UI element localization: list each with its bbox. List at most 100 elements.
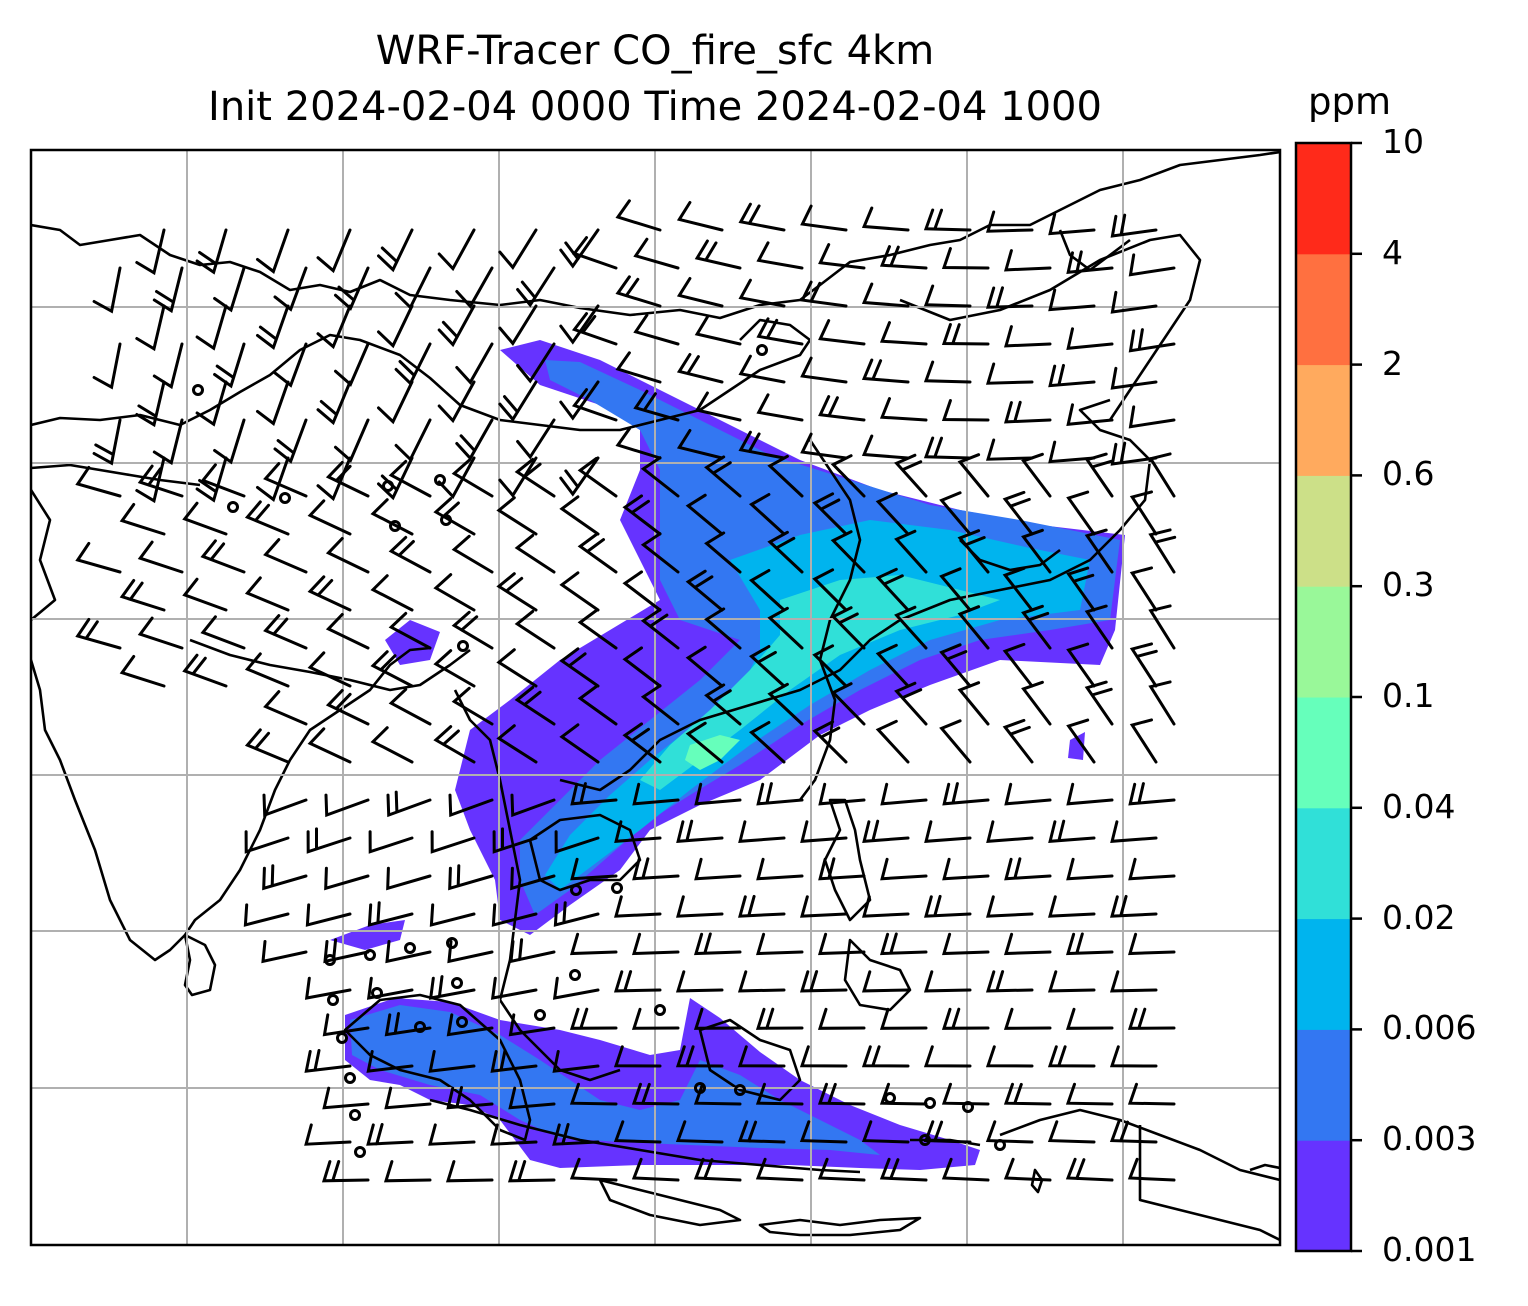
wind-barb (92, 342, 122, 390)
wind-barb (213, 342, 246, 389)
wind-barb (75, 541, 122, 574)
wind-barb (633, 389, 680, 422)
wind-barb (985, 1120, 1034, 1144)
wind-barb (631, 1157, 680, 1182)
wind-barb (756, 857, 804, 881)
wind-barb (941, 1157, 990, 1182)
wind-barb (862, 819, 910, 843)
wind-barb (923, 284, 972, 308)
wind-barb (577, 685, 618, 726)
colorbar-unit-label: ppm (1308, 80, 1392, 123)
wind-barb (324, 793, 370, 818)
wind-barb (748, 493, 786, 536)
wind-barb (1021, 680, 1052, 726)
wind-barb (195, 456, 228, 503)
wind-barb (640, 532, 680, 574)
wind-barb (879, 932, 928, 956)
wind-barb (800, 432, 848, 460)
wind-barb (756, 241, 804, 270)
wind-barb (437, 304, 476, 348)
wind-barb (675, 1120, 724, 1144)
wind-barb (498, 228, 538, 270)
wind-barb (800, 204, 848, 232)
wind-barb (370, 574, 414, 612)
wind-barb (135, 228, 166, 276)
wind-barb (640, 608, 680, 650)
colorbar-tick-label: 0.3 (1382, 565, 1435, 605)
wind-barb (1047, 1045, 1096, 1068)
wind-barb (622, 570, 662, 612)
calm-wind-marker (327, 994, 339, 1006)
wind-barb (316, 228, 352, 274)
calm-wind-marker (349, 1109, 361, 1121)
wind-barb (152, 342, 184, 390)
wind-barb (1148, 528, 1177, 574)
calm-wind-marker (654, 1004, 666, 1016)
wind-barb (273, 342, 308, 388)
wind-barb (923, 970, 972, 993)
wind-barb (818, 243, 866, 270)
wind-barb (370, 726, 414, 764)
wind-barb (433, 573, 476, 612)
wind-barb (676, 895, 724, 918)
wind-barb (817, 932, 866, 956)
wind-barb (1003, 249, 1052, 272)
wind-barb (1129, 566, 1158, 612)
wind-barb (366, 1050, 414, 1073)
wind-barb (631, 932, 680, 956)
wind-barb (304, 1049, 352, 1073)
wind-barb (1084, 452, 1114, 498)
colorbar-tick-label: 2 (1382, 343, 1403, 383)
wind-barb (325, 613, 370, 650)
wind-barb (756, 782, 804, 806)
calm-wind-marker (371, 987, 383, 999)
colorbar-swatch (1296, 807, 1351, 920)
wind-barb (941, 399, 990, 422)
colorbar-swatch (1296, 697, 1351, 809)
calm-wind-marker (324, 954, 336, 966)
colorbar-tick-label: 4 (1382, 232, 1403, 272)
wind-barb (213, 418, 246, 465)
wind-barb (676, 353, 724, 384)
wind-barb (1128, 253, 1176, 277)
wind-barb (377, 380, 414, 425)
wind-barb (496, 496, 538, 536)
wind-barb (941, 247, 990, 270)
wind-barb (451, 610, 494, 650)
wind-barb (383, 1160, 432, 1183)
wind-barb (879, 245, 928, 270)
wind-barb (694, 391, 742, 422)
wind-barb (894, 681, 928, 726)
wind-barb (676, 429, 724, 460)
wind-barb (559, 723, 600, 764)
wind-barb (451, 534, 494, 574)
wind-barb (939, 719, 972, 764)
colorbar-swatches (1296, 143, 1351, 1252)
wind-barb (182, 653, 228, 688)
wind-barb (490, 1049, 538, 1073)
wind-barb (755, 1082, 804, 1106)
wind-barb (1066, 642, 1096, 688)
wind-barb (957, 681, 990, 726)
wind-barb (894, 529, 928, 574)
wind-barb (923, 360, 972, 384)
wind-barb (446, 1013, 494, 1037)
wind-barb (817, 1082, 866, 1106)
calm-wind-marker (279, 492, 291, 504)
wind-barb (553, 901, 600, 927)
calm-wind-marker (446, 937, 458, 949)
wind-barb (755, 1007, 804, 1030)
wind-barb (615, 427, 662, 460)
map-title-line1: WRF-Tracer CO_fire_sfc 4km (375, 28, 935, 74)
wind-barb (861, 434, 910, 460)
wind-barb (516, 418, 556, 460)
wind-barb (366, 976, 414, 1000)
wind-barb (256, 380, 290, 426)
wind-barb (875, 719, 910, 764)
colorbar-swatch (1296, 918, 1351, 1030)
wind-barb (693, 1007, 742, 1030)
wind-barb (92, 266, 122, 314)
colorbar-swatch (1296, 143, 1351, 255)
colorbar-tick-label: 0.02 (1382, 897, 1456, 937)
wind-barb (304, 976, 352, 1000)
